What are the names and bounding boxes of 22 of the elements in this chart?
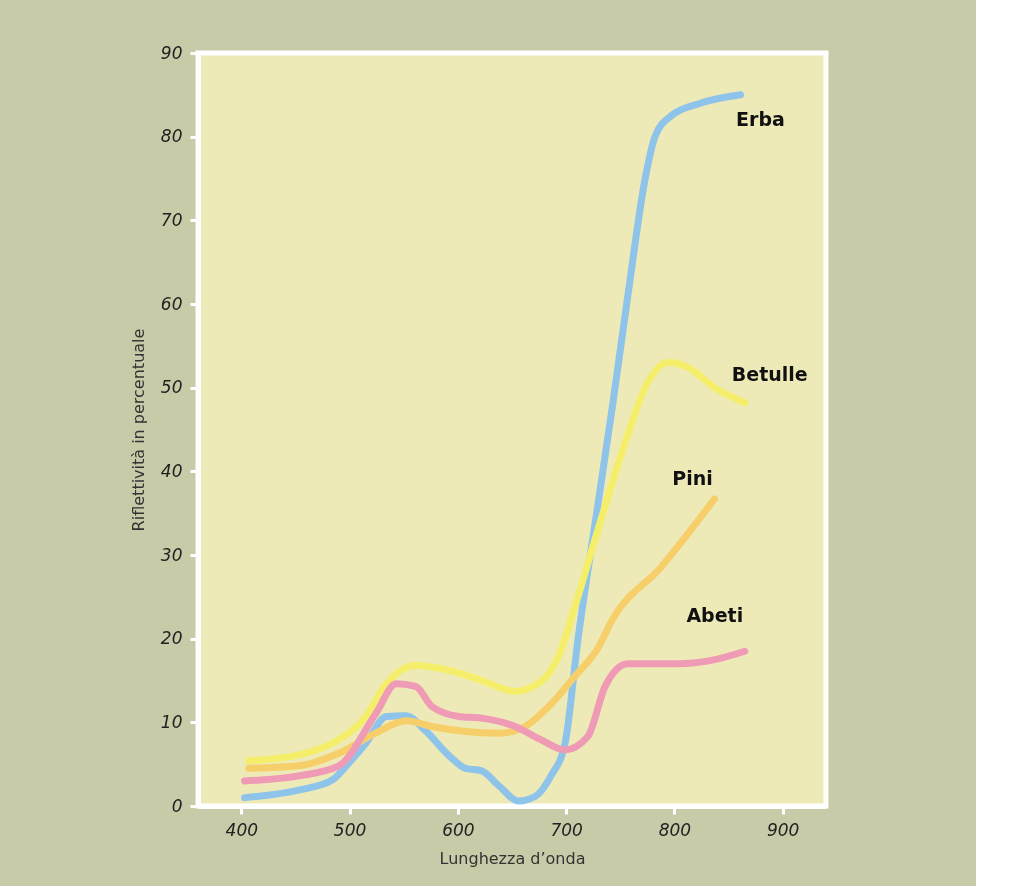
y-tick-label: 40	[160, 460, 183, 481]
y-tick-label: 50	[160, 377, 183, 398]
y-tick-label: 0	[171, 795, 183, 816]
x-tick-label: 700	[550, 819, 583, 840]
series-label: Betulle	[731, 362, 808, 385]
x-tick-label: 500	[333, 819, 367, 840]
y-tick-label: 20	[160, 628, 183, 649]
series-label: Erba	[736, 107, 785, 130]
y-axis-title: Riflettività in percentuale	[128, 328, 148, 532]
x-tick-label: 800	[658, 819, 692, 840]
y-tick-label: 70	[160, 209, 183, 230]
series-label: Pini	[672, 466, 713, 489]
x-tick-label: 400	[225, 819, 259, 840]
y-tick-label: 80	[160, 126, 183, 147]
x-tick-label: 600	[442, 819, 475, 840]
x-axis-title: Lunghezza d’onda	[439, 848, 586, 868]
y-tick-label: 90	[160, 42, 183, 63]
y-tick-label: 60	[160, 293, 183, 314]
y-tick-label: 30	[160, 544, 183, 565]
y-tick-label: 10	[160, 711, 183, 732]
x-tick-label: 900	[766, 819, 800, 840]
series-label: Abeti	[686, 604, 744, 627]
